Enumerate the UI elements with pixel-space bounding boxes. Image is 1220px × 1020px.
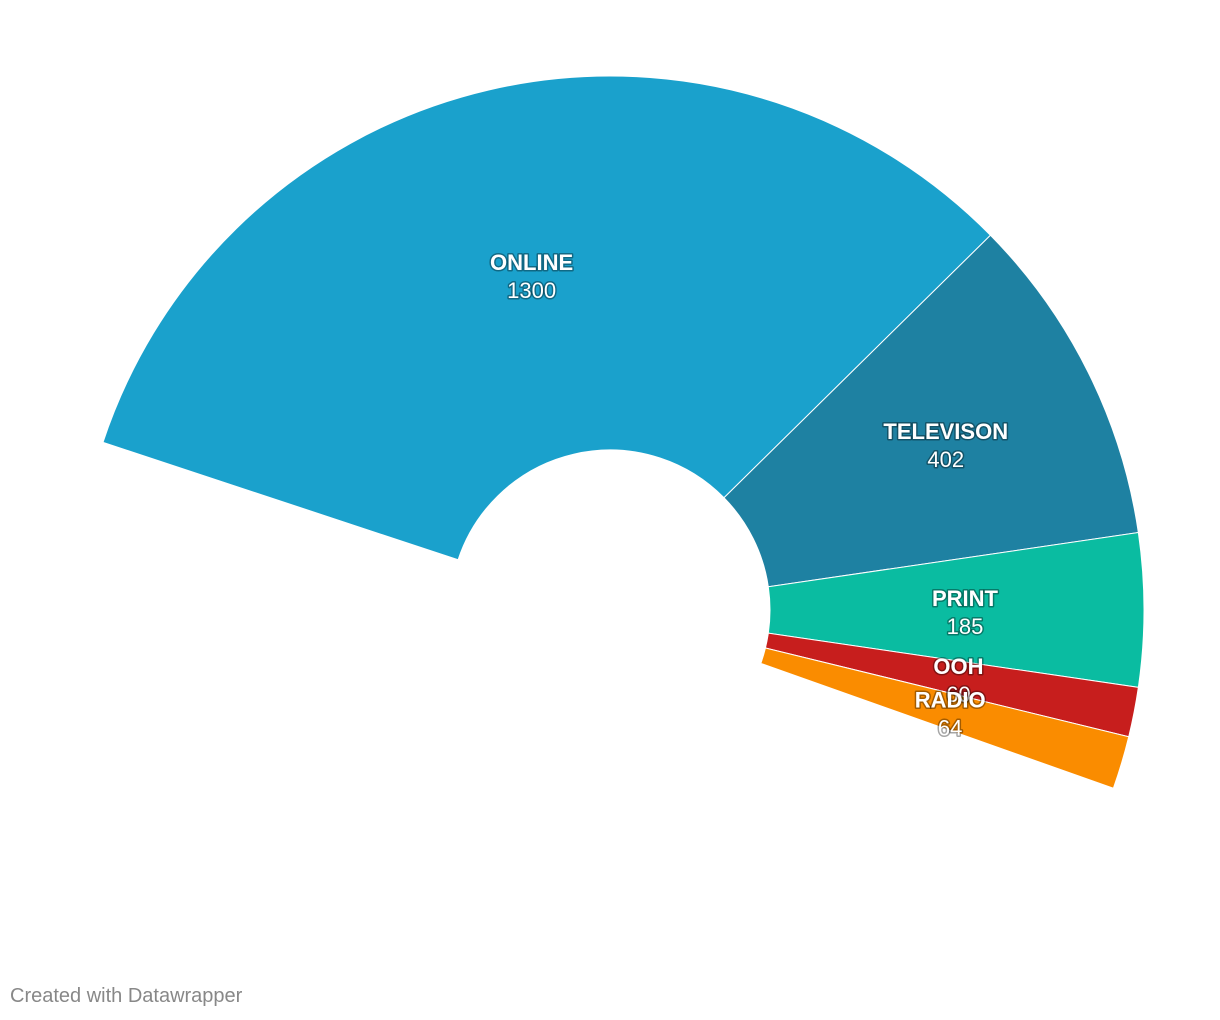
label-online-value: 1300 [507,278,556,303]
label-ooh-name: OOH [933,654,983,679]
slice-radio[interactable] [760,647,1130,789]
label-radio-name: RADIO [915,688,986,713]
chart-area: ONLINE 1300 TELEVISON 402 PRINT 185 OOH 60 RADIO… [102,75,1145,789]
chart-labels: ONLINE 1300 TELEVISON 402 PRINT 185 OOH 60RADIO… [489,249,1010,742]
label-televison-name: TELEVISON [883,419,1008,444]
slice-televison[interactable] [723,234,1139,588]
slice-online[interactable] [102,75,992,561]
label-radio-value: 64 [938,716,962,741]
label-print-value: 185 [947,614,984,639]
label-online-name: ONLINE [490,250,573,275]
datawrapper-credit[interactable]: Created with Datawrapper [10,985,243,1007]
label-ooh-value: 60 [946,682,970,707]
label-print-name: PRINT [932,586,999,611]
chart-slices [102,75,1145,789]
semi-donut-chart: ONLINE 1300 TELEVISON 402 PRINT 185 OOH 60RADIO… [102,75,1145,789]
label-televison-value: 402 [927,447,964,472]
